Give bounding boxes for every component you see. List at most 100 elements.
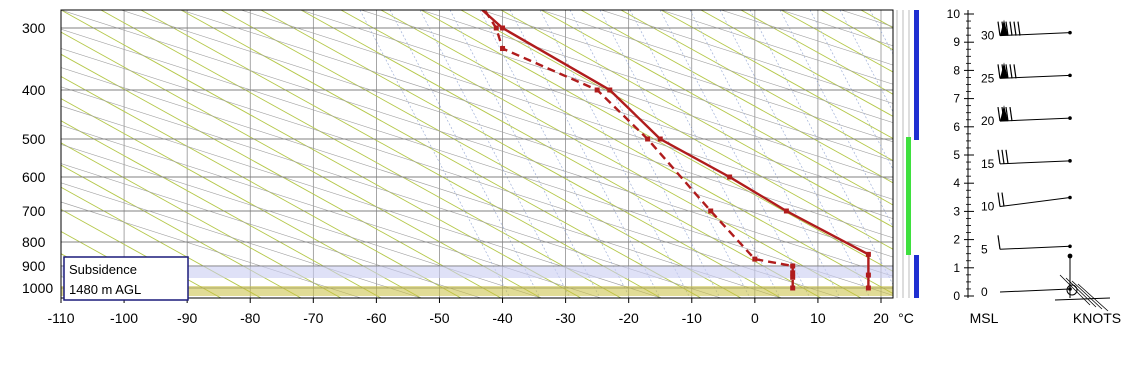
- height-axis: 0 1 2 3 4 5 6 7 8 9 10: [947, 7, 974, 303]
- wind-barb-tip: [1068, 159, 1072, 163]
- mixing-ratio-line: [61, 124, 602, 298]
- wind-tick-label: 5: [981, 242, 988, 256]
- dewpoint-point: [752, 256, 758, 262]
- temperature-tick-label: -70: [303, 310, 323, 326]
- dry-adiabat-line: [420, 10, 893, 272]
- wind-station-base: [1054, 297, 1111, 301]
- pressure-tick-label: 500: [22, 131, 46, 147]
- moist-adiabat-line: [749, 10, 893, 286]
- temperature-tick-labels: -110 -100 -90 -80 -70 -60 -50 -40 -30 -20 -10 0 10 20: [48, 298, 889, 326]
- wind-barb-shaft: [999, 160, 1071, 165]
- adiabat-lines: [61, 10, 1123, 298]
- mixing-ratio-line: [300, 10, 893, 200]
- wind-barb-feather: [1005, 64, 1009, 79]
- layer-bands: [61, 266, 893, 296]
- wind-barb-shaft: [999, 288, 1071, 293]
- wind-station-top: [1067, 253, 1073, 259]
- mixing-ratio-line: [420, 10, 893, 162]
- dry-adiabat-line: [460, 10, 893, 250]
- dry-adiabat-line: [780, 10, 893, 73]
- pressure-tick-label: 1000: [22, 280, 53, 296]
- dewpoint-point: [790, 270, 796, 276]
- height-tick-label: 9: [953, 35, 960, 49]
- wind-barb-feather: [1009, 107, 1013, 122]
- wind-tick-label: 30: [981, 29, 995, 43]
- temperature-point: [865, 272, 871, 278]
- dry-adiabat-line: [500, 10, 893, 228]
- moist-adiabat-line: [509, 10, 661, 298]
- wind-barbs: 0 5 10 15 20 25 30: [981, 19, 1111, 312]
- temperature-tick-label: -40: [492, 310, 512, 326]
- moist-adiabat-line: [809, 10, 893, 171]
- pressure-tick-label: 600: [22, 169, 46, 185]
- mixing-ratio-line: [61, 201, 362, 298]
- temperature-tick-label: -10: [682, 310, 702, 326]
- wind-tick-label: 10: [981, 200, 995, 214]
- wind-barb-feather: [997, 21, 1001, 36]
- dry-adiabat-line: [100, 10, 622, 298]
- mixing-ratio-line: [61, 144, 542, 298]
- dry-adiabat-line: [61, 231, 182, 298]
- wind-tick-label: 20: [981, 114, 995, 128]
- temperature-tick-label: -20: [619, 310, 639, 326]
- wind-barb-feather: [1005, 21, 1009, 36]
- wind-station-feather: [1065, 277, 1097, 308]
- wind-barb-feather: [1001, 192, 1005, 207]
- wind-station-feather: [1077, 283, 1109, 312]
- temperature-tick-label: -100: [110, 310, 138, 326]
- wind-axis-label: KNOTS: [1073, 310, 1121, 326]
- dewpoint-point: [790, 285, 796, 291]
- wind-barb-tip: [1068, 73, 1072, 78]
- dry-adiabat-line: [61, 164, 302, 298]
- blue-profile-bar-lower: [914, 255, 919, 298]
- temperature-point: [783, 208, 789, 214]
- height-tick-label: 10: [947, 7, 961, 21]
- moist-adiabat-line: [539, 10, 691, 298]
- moist-adiabat-line: [900, 10, 1050, 298]
- wind-barb-tip: [1068, 30, 1072, 35]
- moist-adiabat-line: [449, 10, 601, 298]
- green-profile-bar: [906, 137, 911, 255]
- sounding-series: [480, 10, 871, 291]
- surface-band: [61, 286, 893, 296]
- mixing-ratio-line: [61, 163, 482, 298]
- mixing-ratio-line: [61, 10, 893, 277]
- moist-adiabat-line: [689, 10, 841, 298]
- temperature-point: [657, 136, 663, 142]
- dry-adiabat-line: [620, 10, 893, 162]
- temperature-point: [865, 251, 871, 257]
- dry-adiabat-line: [540, 10, 893, 206]
- mixing-ratio-line: [1081, 10, 1123, 298]
- pressure-tick-label: 800: [22, 234, 46, 250]
- dewpoint-point: [790, 263, 796, 269]
- wind-barb-feather: [1009, 21, 1013, 36]
- wind-barb-feather: [1017, 21, 1021, 36]
- dewpoint-line: [483, 10, 794, 288]
- dry-adiabat-line: [61, 275, 102, 298]
- mixing-ratio-line: [600, 10, 893, 104]
- mixing-ratio-line: [120, 10, 893, 258]
- temperature-tick-label: -60: [366, 310, 386, 326]
- moist-adiabat-line: [389, 10, 541, 298]
- height-tick-label: 5: [953, 148, 960, 162]
- temperature-point: [727, 174, 733, 180]
- dry-adiabat-line: [260, 10, 782, 298]
- pressure-tick-label: 400: [22, 82, 46, 98]
- moist-adiabat-line: [659, 10, 811, 298]
- pressure-tick-labels: 300 400 500 600 700 800 900 1000: [22, 20, 53, 296]
- height-axis-label: MSL: [970, 310, 999, 326]
- dry-adiabat-line: [860, 10, 893, 29]
- wind-barb-tip: [1068, 244, 1072, 249]
- dry-adiabat-line: [220, 10, 742, 298]
- height-tick-label: 6: [953, 120, 960, 134]
- wind-barb-tip: [1068, 195, 1072, 200]
- wind-barb-feather: [1013, 64, 1017, 79]
- wind-barb-feather: [1001, 149, 1005, 164]
- blue-profile-bar: [914, 10, 919, 140]
- wind-tick-label: 25: [981, 71, 995, 85]
- dry-adiabat-line: [61, 142, 342, 298]
- height-tick-label: 7: [953, 92, 960, 106]
- temperature-tick-label: 0: [751, 310, 759, 326]
- moist-adiabat-line: [569, 10, 721, 298]
- dry-adiabat-line: [61, 98, 422, 298]
